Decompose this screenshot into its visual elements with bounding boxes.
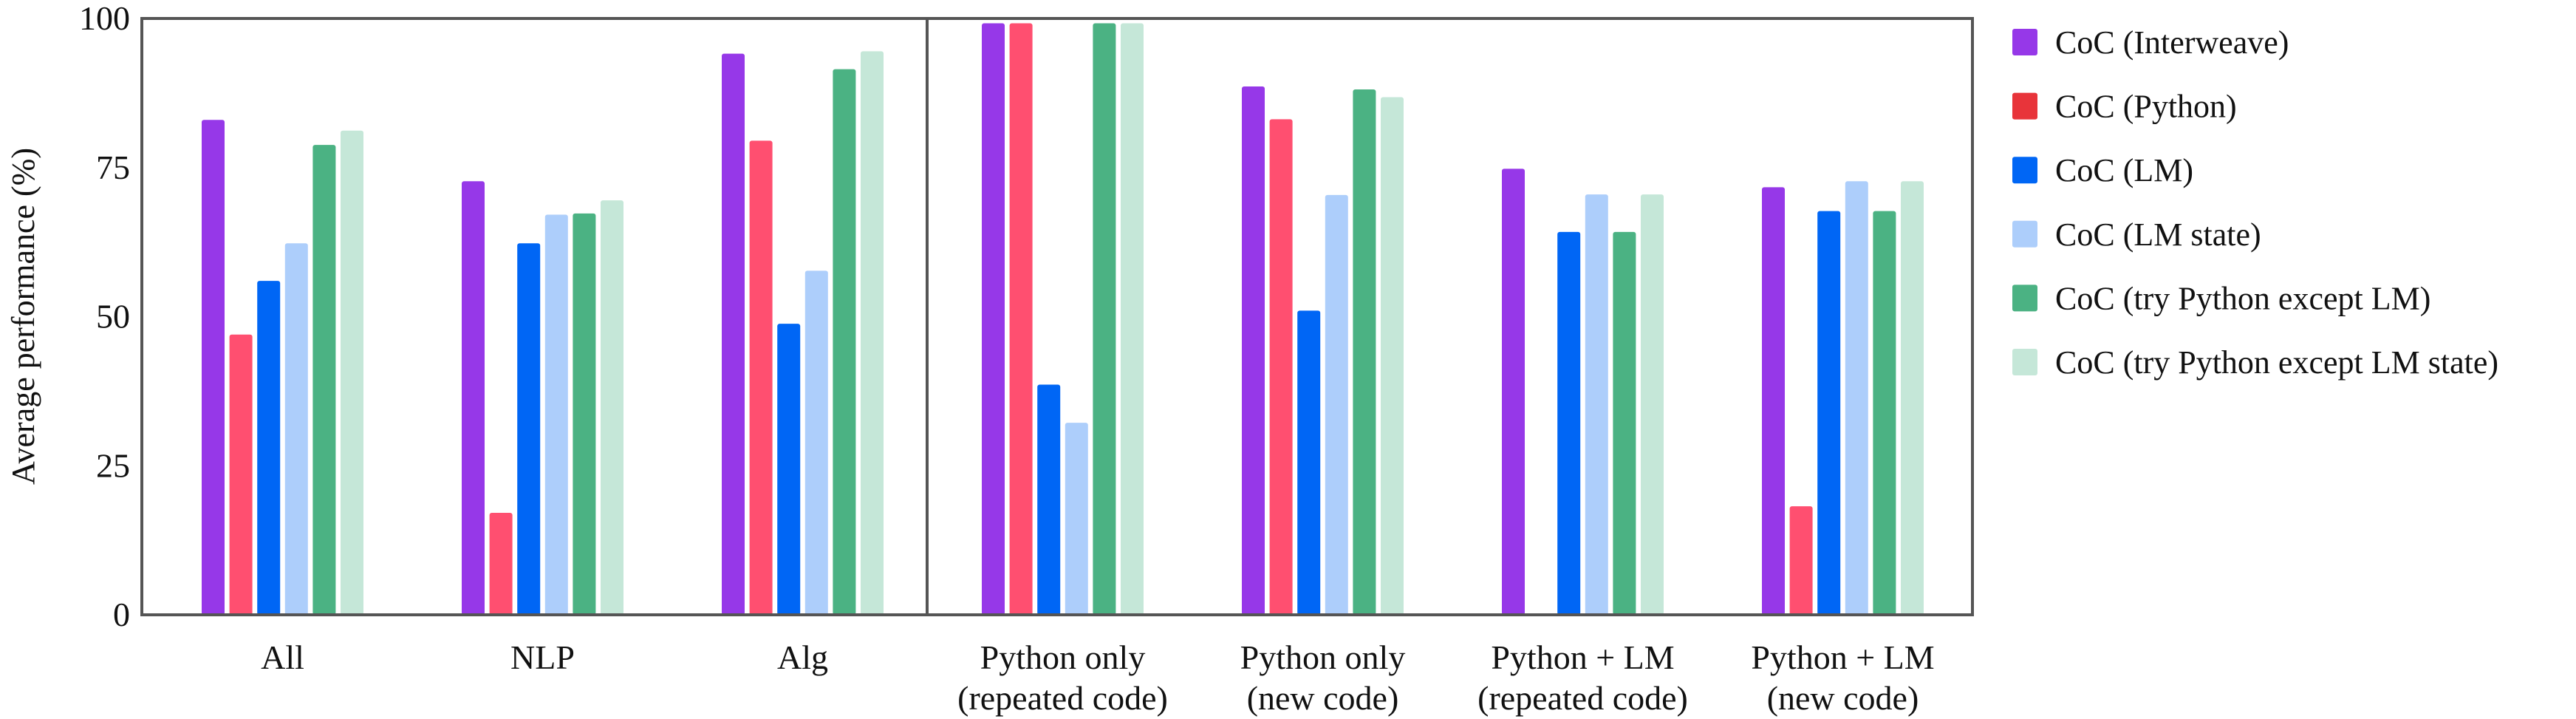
legend-label: CoC (Python) — [2055, 89, 2237, 125]
bar-coc-python-group-3 — [1009, 23, 1033, 616]
legend-label: CoC (Interweave) — [2055, 24, 2289, 61]
legend-label: CoC (try Python except LM state) — [2055, 344, 2498, 381]
legend-swatch — [2012, 220, 2037, 248]
x-tick-label: Alg — [777, 638, 828, 676]
plot-frame — [140, 17, 1974, 616]
bar-coc-lm-state-group-2 — [804, 270, 828, 615]
y-tick-label: 100 — [79, 0, 130, 37]
x-tick-label: (repeated code) — [957, 679, 1168, 717]
bar-coc-try-python-except-lm-group-1 — [573, 213, 596, 615]
bar-coc-lm-state-group-3 — [1065, 423, 1088, 615]
bar-coc-lm-group-5 — [1557, 231, 1581, 615]
bar-coc-lm-state-group-4 — [1325, 194, 1348, 615]
bar-coc-python-group-2 — [749, 140, 773, 615]
bar-coc-interweave-group-0 — [202, 120, 225, 615]
bar-coc-try-python-except-lm-state-group-4 — [1381, 97, 1404, 616]
legend-swatch — [2012, 157, 2037, 184]
y-tick-label: 75 — [96, 149, 130, 186]
bar-coc-python-group-4 — [1269, 119, 1293, 615]
bar-coc-interweave-group-6 — [1762, 187, 1785, 616]
bar-coc-try-python-except-lm-state-group-3 — [1121, 23, 1144, 616]
x-axis-labels: All NLP Alg Python only(repeated code)Pytho… — [261, 638, 1935, 717]
bar-coc-interweave-group-3 — [982, 23, 1005, 616]
legend-label: CoC (LM state) — [2055, 217, 2261, 253]
legend-swatch — [2012, 284, 2037, 312]
legend-label: CoC (LM) — [2055, 152, 2193, 188]
y-tick-label: 0 — [113, 596, 130, 633]
legend-swatch — [2012, 349, 2037, 375]
bar-coc-try-python-except-lm-state-group-6 — [1901, 181, 1924, 615]
bar-coc-lm-state-group-5 — [1585, 194, 1608, 615]
legend: CoC (Interweave) CoC (Python) CoC (LM) CoC … — [2012, 24, 2498, 381]
bar-coc-try-python-except-lm-group-6 — [1873, 211, 1896, 615]
bar-coc-interweave-group-5 — [1502, 168, 1525, 615]
x-tick-label: Python + LM — [1491, 638, 1674, 676]
bar-coc-lm-group-2 — [777, 324, 801, 615]
bar-coc-try-python-except-lm-state-group-2 — [861, 51, 884, 615]
x-tick-label: (repeated code) — [1477, 679, 1688, 717]
bar-coc-try-python-except-lm-state-group-0 — [341, 130, 363, 615]
bar-coc-lm-group-3 — [1037, 384, 1061, 615]
bar-coc-try-python-except-lm-group-2 — [833, 69, 856, 616]
bar-coc-lm-state-group-6 — [1845, 181, 1868, 615]
x-tick-label: (new code) — [1767, 679, 1919, 717]
bar-coc-lm-state-group-0 — [284, 243, 308, 615]
x-tick-label: Python + LM — [1751, 638, 1934, 676]
x-tick-label: Python only — [980, 638, 1146, 676]
bar-coc-interweave-group-4 — [1242, 86, 1265, 616]
x-tick-label: Python only — [1240, 638, 1406, 676]
bar-coc-python-group-1 — [489, 513, 513, 615]
bar-coc-lm-group-1 — [517, 243, 541, 615]
bar-coc-try-python-except-lm-group-5 — [1613, 231, 1636, 615]
bar-coc-try-python-except-lm-state-group-5 — [1641, 194, 1664, 615]
bar-coc-interweave-group-1 — [462, 181, 485, 615]
bar-coc-python-group-0 — [229, 334, 253, 615]
legend-label: CoC (try Python except LM) — [2055, 280, 2430, 316]
bar-coc-interweave-group-2 — [722, 53, 745, 616]
bars-layer — [202, 23, 1924, 616]
y-tick-label: 50 — [96, 298, 130, 335]
bar-coc-lm-group-6 — [1817, 211, 1841, 615]
y-axis-title: Average performance (%) — [5, 148, 41, 485]
bar-coc-try-python-except-lm-group-4 — [1353, 89, 1376, 615]
bar-coc-python-group-6 — [1789, 506, 1813, 615]
bar-coc-try-python-except-lm-state-group-1 — [601, 200, 623, 615]
bar-coc-lm-state-group-1 — [544, 214, 568, 615]
legend-swatch — [2012, 29, 2037, 55]
x-tick-label: (new code) — [1247, 679, 1399, 717]
y-axis-ticks: 0 25 50 75 100 — [79, 0, 130, 633]
y-tick-label: 25 — [96, 446, 130, 484]
x-tick-label: All — [261, 638, 304, 676]
bar-coc-lm-group-0 — [257, 281, 281, 615]
x-tick-label: NLP — [510, 638, 575, 676]
legend-swatch — [2012, 92, 2037, 120]
bar-coc-lm-group-4 — [1297, 310, 1321, 615]
bar-coc-try-python-except-lm-group-0 — [312, 145, 336, 616]
bar-coc-try-python-except-lm-group-3 — [1093, 23, 1116, 616]
